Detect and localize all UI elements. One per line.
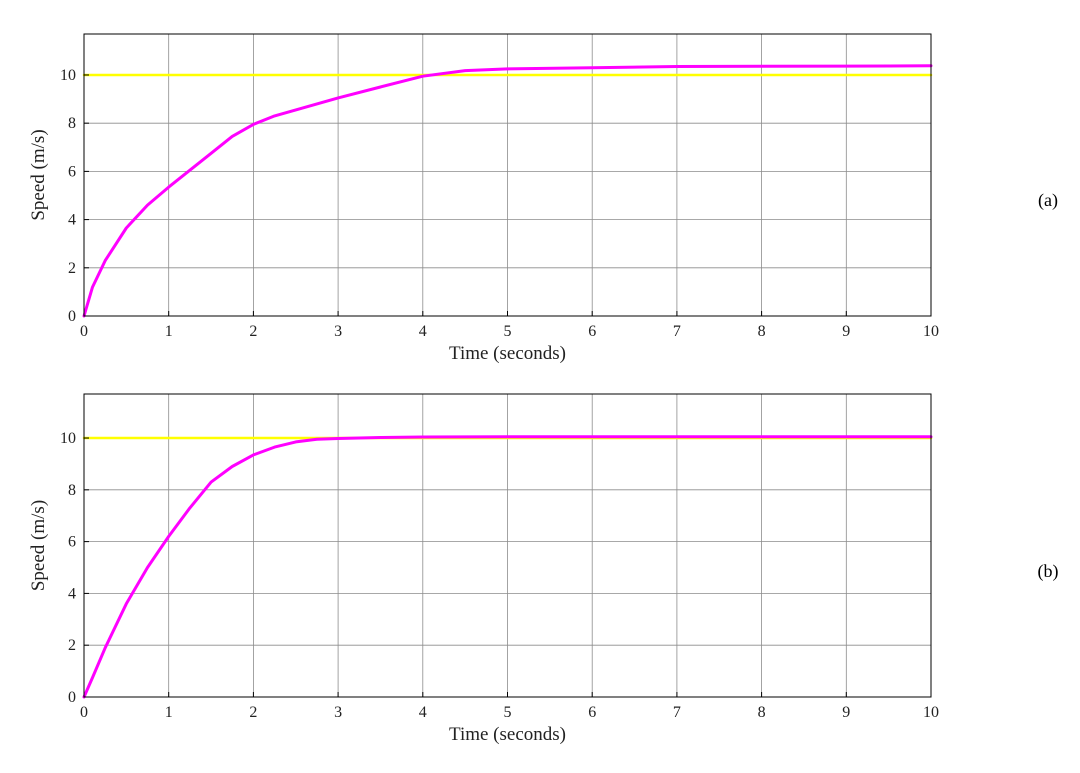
panel-label: (a) [1038,190,1058,211]
y-tick-label: 2 [68,637,76,654]
x-axis-label: Time (seconds) [449,343,566,364]
y-tick-label: 4 [68,212,76,229]
x-tick-label: 1 [165,323,173,340]
y-tick-label: 10 [60,430,76,447]
y-tick-label: 0 [68,308,76,325]
x-axis-label: Time (seconds) [449,724,566,745]
x-tick-label: 0 [80,704,88,721]
chart-b: 0 1 2 3 4 5 6 7 8 9 10 0 2 4 6 8 10 Time (seconds) Speed (… [28,393,1059,745]
x-tick-label: 6 [588,323,596,340]
x-tick-label: 9 [842,704,850,721]
x-tick-label: 3 [334,323,342,340]
x-tick-label: 2 [249,323,257,340]
x-tick-label: 4 [419,323,427,340]
x-tick-label: 4 [419,704,427,721]
x-tick-label: 8 [758,704,766,721]
x-tick-label: 1 [165,704,173,721]
chart-a: 0 1 2 3 4 5 6 7 8 9 10 0 2 4 6 8 10 Time (seconds) Speed (… [28,33,1058,364]
speed-response-line [82,64,933,318]
x-tick-label: 0 [80,323,88,340]
y-axis-label: Speed (m/s) [28,129,49,220]
x-tick-label: 8 [758,323,766,340]
speed-response-line [82,435,933,699]
y-tick-label: 4 [68,585,76,602]
y-tick-label: 8 [68,482,76,499]
x-tick-label: 5 [504,323,512,340]
x-tick-label: 2 [249,704,257,721]
x-tick-label: 10 [923,323,939,340]
y-tick-label: 8 [68,115,76,132]
y-tick-label: 6 [68,163,76,180]
y-tick-label: 0 [68,689,76,706]
x-tick-label: 10 [923,704,939,721]
x-tick-label: 9 [842,323,850,340]
y-tick-label: 2 [68,260,76,277]
panel-label: (b) [1038,561,1059,582]
x-tick-label: 7 [673,323,681,340]
x-tick-label: 7 [673,704,681,721]
y-tick-label: 6 [68,534,76,551]
x-tick-label: 3 [334,704,342,721]
x-tick-label: 5 [504,704,512,721]
y-tick-label: 10 [60,67,76,84]
y-axis-label: Speed (m/s) [28,500,49,591]
x-tick-label: 6 [588,704,596,721]
